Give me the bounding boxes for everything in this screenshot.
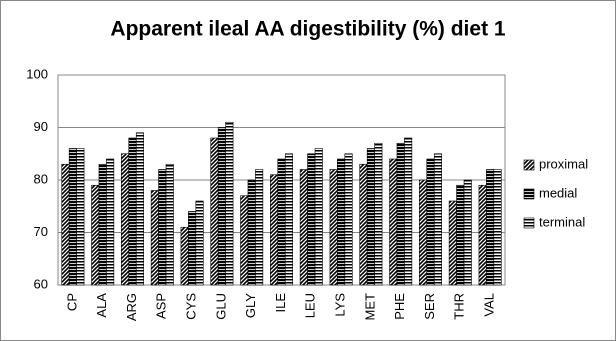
x-tick-label: LYS (333, 293, 348, 317)
bar (277, 158, 286, 286)
bar (478, 184, 487, 286)
bar (121, 153, 130, 286)
bar (98, 163, 107, 286)
bar (359, 163, 368, 286)
bar (284, 153, 293, 286)
bar (225, 121, 234, 286)
x-tick-label: THR (452, 293, 467, 320)
bar (419, 179, 428, 286)
bar (76, 148, 85, 286)
bar (165, 163, 174, 286)
bar (337, 158, 346, 286)
bar (314, 148, 323, 286)
y-tick-label: 80 (34, 171, 48, 186)
x-tick-label: CP (64, 293, 79, 311)
y-tick-label: 60 (34, 276, 48, 291)
bar (448, 200, 457, 286)
bar (374, 142, 383, 286)
bar (180, 226, 189, 286)
chart-title: Apparent ileal AA digestibility (%) diet… (110, 18, 505, 41)
bar (329, 169, 338, 286)
bar (217, 127, 226, 286)
bar (493, 169, 502, 286)
bar (91, 184, 100, 286)
y-tick-label: 70 (34, 224, 48, 239)
bar (307, 153, 316, 286)
bar (404, 137, 413, 286)
bar (61, 163, 70, 286)
bar (106, 158, 115, 286)
bar (135, 132, 144, 286)
x-tick-label: GLU (213, 293, 228, 320)
bar (486, 169, 495, 286)
bar (68, 148, 77, 286)
x-tick-label: LEU (303, 293, 318, 318)
bar (366, 148, 375, 286)
bar (210, 137, 219, 286)
x-tick-label: SER (422, 293, 437, 320)
bar (240, 195, 249, 286)
x-tick-label: ALA (94, 293, 109, 318)
bar (299, 169, 308, 286)
bar (158, 169, 167, 286)
x-tick-label: VAL (482, 293, 497, 317)
legend-label: proximal (539, 156, 588, 171)
x-tick-label: ARG (124, 293, 139, 321)
bar (426, 158, 435, 286)
legend-swatch (523, 188, 535, 200)
bar (255, 169, 264, 286)
y-tick-label: 90 (34, 119, 48, 134)
bar (270, 174, 279, 286)
bar (128, 137, 137, 286)
legend-label: terminal (539, 214, 585, 229)
bar (433, 153, 442, 286)
x-tick-label: ILE (273, 293, 288, 313)
bar (150, 190, 159, 286)
x-tick-label: GLY (243, 293, 258, 318)
legend-swatch (523, 217, 535, 229)
legend-swatch (523, 159, 535, 171)
bar (396, 142, 405, 286)
x-tick-label: PHE (392, 293, 407, 320)
bar (456, 184, 465, 286)
y-tick-label: 100 (26, 66, 48, 81)
bar (344, 153, 353, 286)
x-tick-label: CYS (184, 293, 199, 320)
legend-label: medial (539, 185, 577, 200)
bar (195, 200, 204, 286)
bar (247, 179, 256, 286)
x-tick-label: ASP (154, 293, 169, 319)
x-tick-label: MET (362, 293, 377, 321)
bar (188, 211, 197, 286)
bar (463, 179, 472, 286)
bar (389, 158, 398, 286)
